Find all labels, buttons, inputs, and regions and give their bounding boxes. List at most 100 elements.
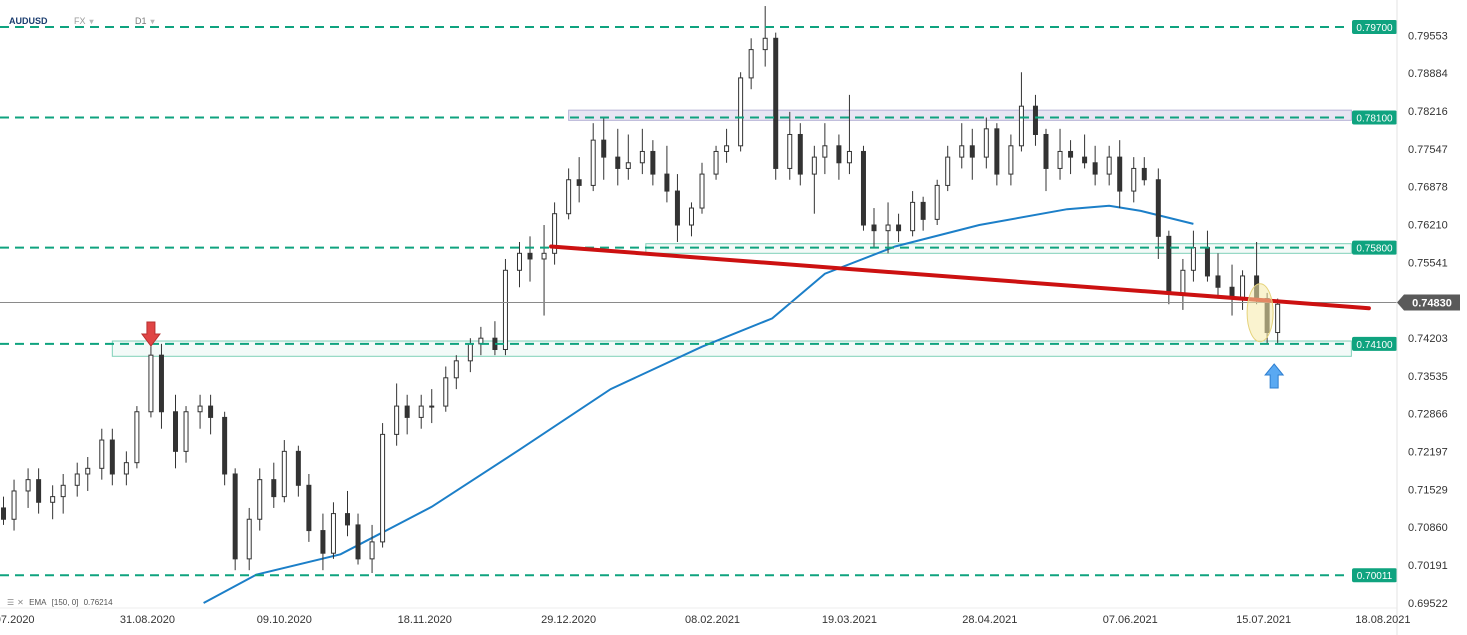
candle-body [394,405,400,435]
candle [969,128,975,180]
candle-body [380,433,386,543]
candle [344,490,350,537]
candle-body [306,484,312,532]
candle [787,111,793,180]
candle-body [576,179,582,186]
candle [860,145,866,231]
candle-body [1275,303,1281,334]
candle-body [541,252,547,260]
candle-body [516,252,522,271]
candle-body [699,173,705,209]
candle-body [222,416,228,475]
candle-body [590,139,596,186]
candle [516,241,522,288]
candle-body [502,269,508,351]
candle-body [1141,167,1147,181]
candle [699,162,705,214]
candle-body [811,156,817,175]
interval-selector[interactable]: D1 ▾ [135,16,155,26]
candle-body [320,530,326,554]
candle [11,479,17,531]
candle [1068,140,1074,175]
candle-body [467,343,473,362]
candle [1131,157,1137,203]
symbol-name: AUDUSD [9,16,48,26]
candle [797,123,803,186]
x-axis: 22.07.2020 31.08.2020 09.10.2020 18.11.2020… [0,607,1410,626]
trendline [549,244,1371,311]
candle-body [355,524,361,560]
close-icon[interactable]: ✕ [17,598,24,607]
symbol-label[interactable]: AUDUSD [9,16,48,26]
candle-body [1057,150,1063,169]
candle-body [762,37,768,51]
candle-body [197,405,203,413]
candle [1141,157,1147,186]
candle-body [281,450,287,498]
candle-body [846,150,852,164]
y-tick-label: 0.73535 [1408,371,1448,383]
candle-body [994,128,1000,175]
ema-layer [203,204,1194,604]
list-icon[interactable]: ☰ [7,598,15,607]
candle [173,394,179,469]
y-axis: 0.79553 0.78884 0.78216 0.77547 0.76878 0.762… [1396,0,1460,635]
candle [271,462,277,508]
candle [197,394,203,429]
candle [822,123,828,175]
candle-body [158,354,164,413]
level-badge [1352,240,1397,255]
candle [994,123,1000,186]
level-badge [1352,336,1397,351]
candle [650,140,656,186]
candle-body [60,484,66,498]
candle [762,6,768,67]
candle-body [1131,167,1137,192]
chevron-down-icon: ▾ [150,17,155,26]
y-tick-label: 0.77547 [1408,144,1448,156]
candle-body [1190,247,1196,271]
candle [394,383,400,446]
candle [566,168,572,220]
zones-layer [111,109,1352,357]
candle-body [1032,105,1038,135]
candle [1092,145,1098,186]
y-tick-label: 0.70860 [1408,522,1448,534]
candle [910,191,916,237]
candle [1018,72,1024,152]
candle-body [1008,145,1014,175]
candle [945,145,951,192]
indicator-legend[interactable]: ☰ ✕ EMA [150, 0] 0.76214 [7,598,116,607]
y-tick-label: 0.79553 [1408,30,1448,42]
x-tick-label: 22.07.2020 [0,614,35,626]
annotations-layer [140,283,1285,389]
zone-rect [568,109,1352,121]
candle-body [25,479,31,492]
levels-layer: 0.79700 0.78100 0.75800 0.74100 0.70011 [0,19,1397,583]
candle-body [1166,235,1172,294]
market-selector[interactable]: FX ▾ [74,16,94,26]
candle [246,507,252,571]
candle-body [443,377,449,407]
candle [959,123,965,169]
candle-body [404,405,410,418]
candle [306,473,312,542]
candle-body [74,473,80,486]
indicator-value: 0.76214 [83,598,113,607]
candle-body [822,145,828,158]
indicator-name: EMA [29,598,47,607]
candle-body [99,439,105,469]
market-label: FX [74,16,86,26]
candle-body [787,133,793,169]
candle [1215,253,1221,299]
y-tick-label: 0.71529 [1408,484,1448,496]
x-tick-label: 18.11.2020 [398,614,452,626]
candle [625,134,631,180]
candle-body [369,541,375,560]
candle [123,451,129,486]
candle [295,445,301,497]
candle [404,394,410,435]
level-label: 0.74100 [1356,340,1393,351]
x-tick-label: 08.02.2021 [685,614,740,626]
